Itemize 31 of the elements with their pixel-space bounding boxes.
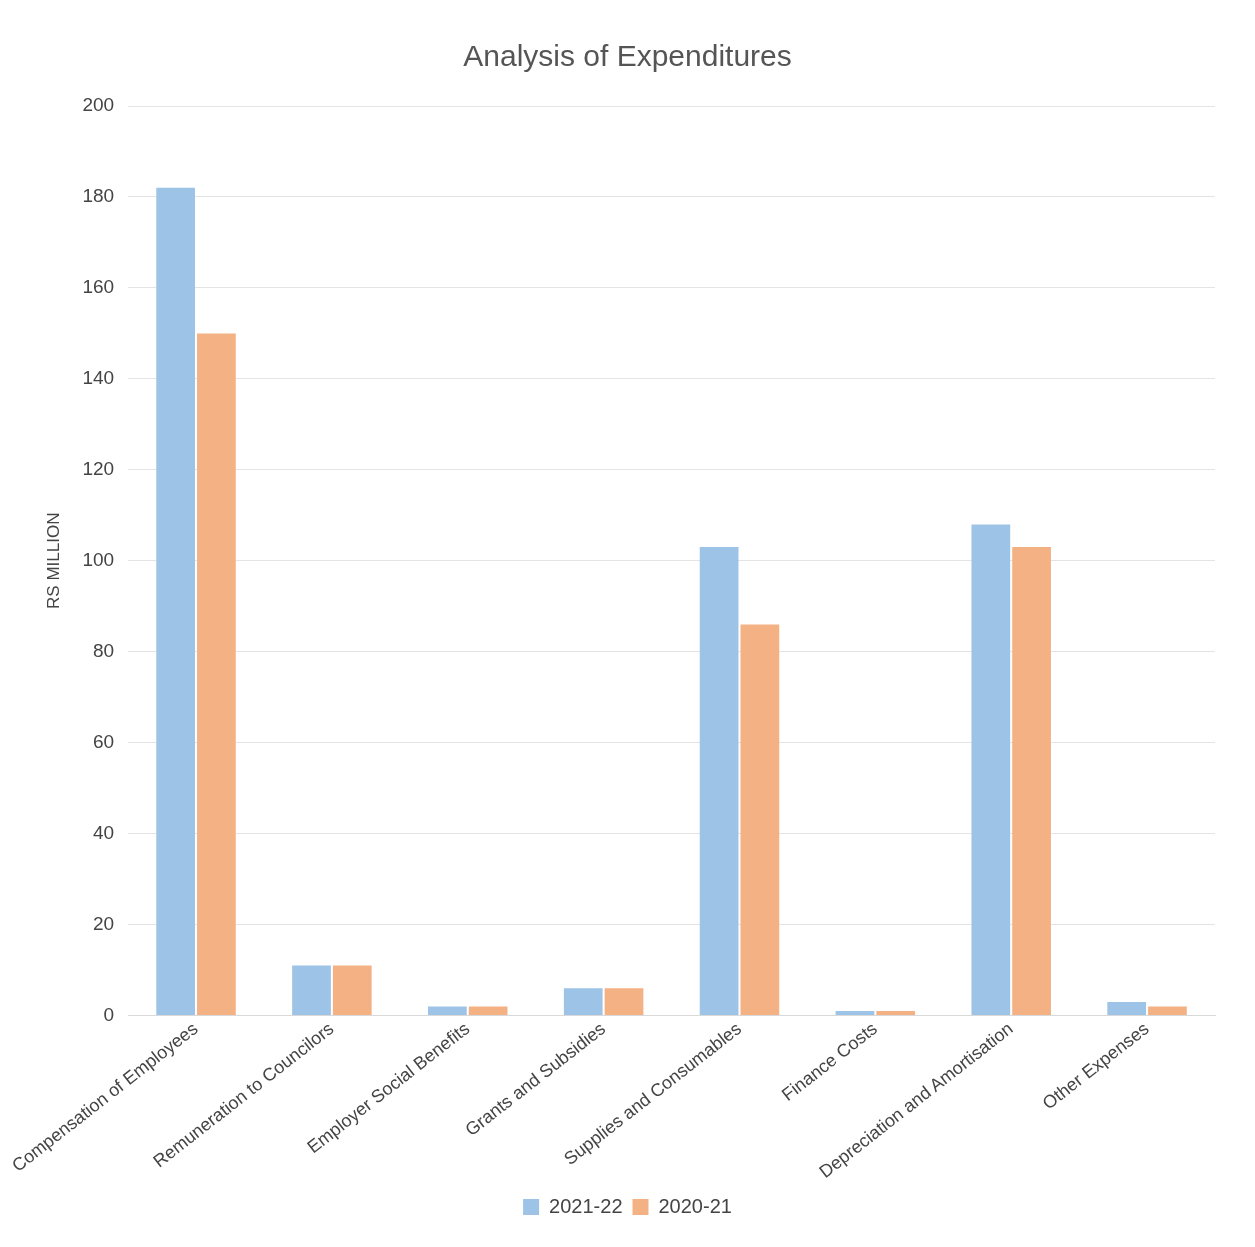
- y-tick-label: 100: [82, 549, 115, 570]
- bar: [876, 1010, 916, 1016]
- y-axis-title: RS MILLION: [43, 512, 63, 609]
- bar: [468, 1006, 508, 1016]
- y-tick-label: 200: [82, 94, 115, 116]
- y-tick-label: 20: [92, 912, 115, 934]
- bar: [292, 965, 331, 1016]
- legend-label: 2021-22: [549, 1194, 623, 1217]
- y-tick-label: 180: [82, 185, 115, 207]
- bar: [428, 1006, 467, 1016]
- bar: [740, 624, 780, 1016]
- bar: [1107, 1001, 1147, 1016]
- bar: [604, 988, 644, 1016]
- chart-title: Analysis of Expenditures: [463, 39, 792, 73]
- bar: [1012, 547, 1051, 1016]
- y-tick-label: 140: [82, 367, 115, 389]
- bar: [971, 524, 1011, 1016]
- y-tick-label: 60: [92, 730, 115, 752]
- y-tick-label: 0: [103, 1003, 115, 1025]
- bar: [563, 988, 603, 1016]
- bar: [156, 187, 196, 1016]
- y-tick-label: 120: [82, 458, 115, 480]
- bar: [332, 965, 372, 1016]
- bar: [835, 1010, 875, 1016]
- y-tick-label: 160: [82, 276, 115, 298]
- bar: [699, 547, 739, 1016]
- y-tick-label: 80: [92, 639, 115, 661]
- legend-label: 2020-21: [658, 1194, 732, 1217]
- bar: [197, 333, 236, 1016]
- bar: [1148, 1006, 1187, 1016]
- y-tick-label: 40: [92, 821, 115, 843]
